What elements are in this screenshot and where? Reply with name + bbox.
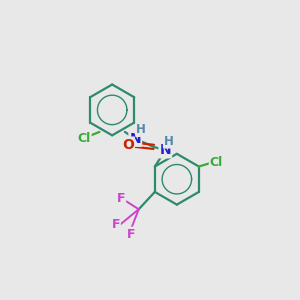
Text: F: F (127, 228, 135, 241)
Text: F: F (111, 218, 120, 231)
Text: O: O (122, 138, 134, 152)
Text: Cl: Cl (77, 132, 91, 145)
Text: H: H (164, 135, 174, 148)
Text: N: N (160, 143, 171, 157)
Text: Cl: Cl (210, 156, 223, 169)
Text: N: N (130, 132, 141, 146)
Text: F: F (117, 192, 125, 206)
Text: H: H (136, 123, 146, 136)
